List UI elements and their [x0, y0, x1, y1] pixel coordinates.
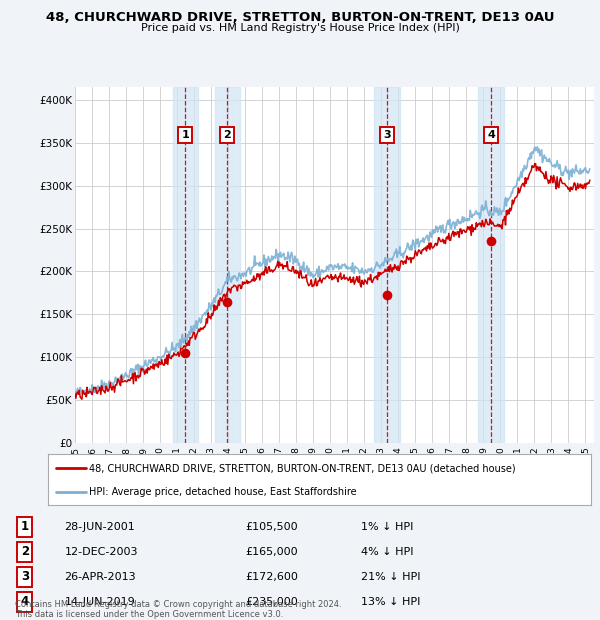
Text: Contains HM Land Registry data © Crown copyright and database right 2024.
This d: Contains HM Land Registry data © Crown c…: [15, 600, 341, 619]
Text: 12-DEC-2003: 12-DEC-2003: [64, 547, 138, 557]
Text: 48, CHURCHWARD DRIVE, STRETTON, BURTON-ON-TRENT, DE13 0AU: 48, CHURCHWARD DRIVE, STRETTON, BURTON-O…: [46, 11, 554, 24]
Text: 4: 4: [20, 595, 29, 608]
Text: 1: 1: [182, 130, 190, 140]
Bar: [173, 87, 198, 443]
Text: 3: 3: [21, 570, 29, 583]
Bar: [478, 87, 504, 443]
Text: £235,000: £235,000: [245, 596, 298, 607]
Text: Price paid vs. HM Land Registry's House Price Index (HPI): Price paid vs. HM Land Registry's House …: [140, 23, 460, 33]
Text: 1: 1: [21, 520, 29, 533]
Text: 13% ↓ HPI: 13% ↓ HPI: [361, 596, 421, 607]
Text: 3: 3: [383, 130, 391, 140]
Text: £105,500: £105,500: [245, 522, 298, 532]
Text: 14-JUN-2019: 14-JUN-2019: [64, 596, 135, 607]
Text: HPI: Average price, detached house, East Staffordshire: HPI: Average price, detached house, East…: [89, 487, 356, 497]
Bar: [215, 87, 240, 443]
Text: 28-JUN-2001: 28-JUN-2001: [64, 522, 135, 532]
Bar: [374, 87, 400, 443]
Text: 2: 2: [223, 130, 231, 140]
Text: 4: 4: [487, 130, 495, 140]
Text: 26-APR-2013: 26-APR-2013: [64, 572, 136, 582]
Text: 48, CHURCHWARD DRIVE, STRETTON, BURTON-ON-TRENT, DE13 0AU (detached house): 48, CHURCHWARD DRIVE, STRETTON, BURTON-O…: [89, 463, 515, 473]
Text: 4% ↓ HPI: 4% ↓ HPI: [361, 547, 414, 557]
Text: £172,600: £172,600: [245, 572, 298, 582]
Text: 1% ↓ HPI: 1% ↓ HPI: [361, 522, 413, 532]
Text: 21% ↓ HPI: 21% ↓ HPI: [361, 572, 421, 582]
Text: 2: 2: [21, 546, 29, 558]
Text: £165,000: £165,000: [245, 547, 298, 557]
